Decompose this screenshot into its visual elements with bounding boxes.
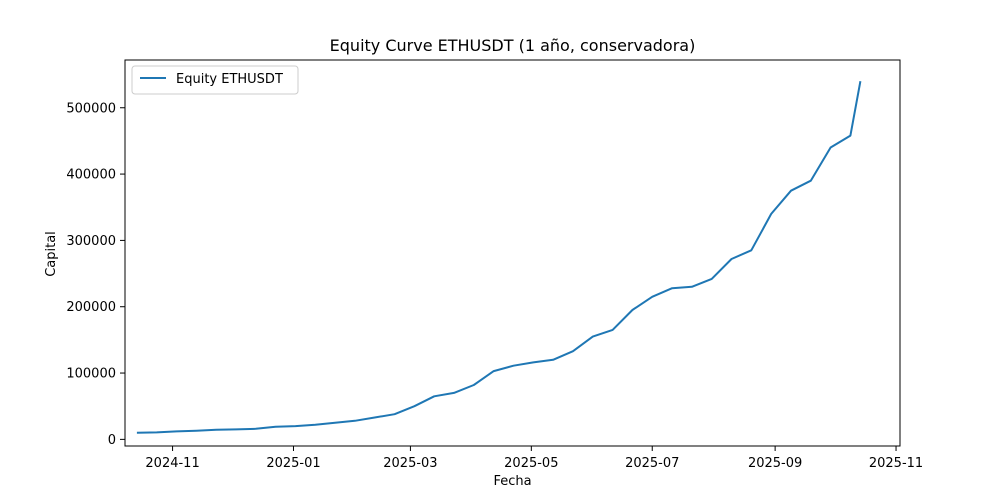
y-tick-label: 400000 bbox=[66, 168, 116, 183]
x-tick-label: 2025-07 bbox=[625, 456, 679, 471]
x-axis-label: Fecha bbox=[493, 474, 531, 489]
y-axis-label: Capital bbox=[44, 231, 59, 277]
y-tick-label: 500000 bbox=[66, 101, 116, 116]
x-tick-label: 2025-11 bbox=[869, 456, 923, 471]
chart-title: Equity Curve ETHUSDT (1 año, conservador… bbox=[330, 36, 696, 55]
y-tick-label: 300000 bbox=[66, 234, 116, 249]
series-line-equity bbox=[136, 81, 862, 434]
legend-box bbox=[131, 65, 299, 95]
axes-frame bbox=[124, 59, 901, 447]
x-tick-label: 2025-01 bbox=[266, 456, 320, 471]
y-tick-label: 100000 bbox=[66, 367, 116, 382]
y-tick-label: 200000 bbox=[66, 300, 116, 315]
legend-label: Equity ETHUSDT bbox=[176, 72, 283, 87]
x-tick-label: 2025-05 bbox=[504, 456, 558, 471]
x-tick-label: 2025-09 bbox=[748, 456, 802, 471]
legend: Equity ETHUSDT bbox=[131, 65, 299, 95]
plot-area: 2024-11 2025-01 2025-03 2025-05 2025-07 2025-… bbox=[66, 59, 923, 471]
x-tick-label: 2024-11 bbox=[145, 456, 199, 471]
x-tick-label: 2025-03 bbox=[383, 456, 437, 471]
y-tick-label: 0 bbox=[108, 433, 116, 448]
